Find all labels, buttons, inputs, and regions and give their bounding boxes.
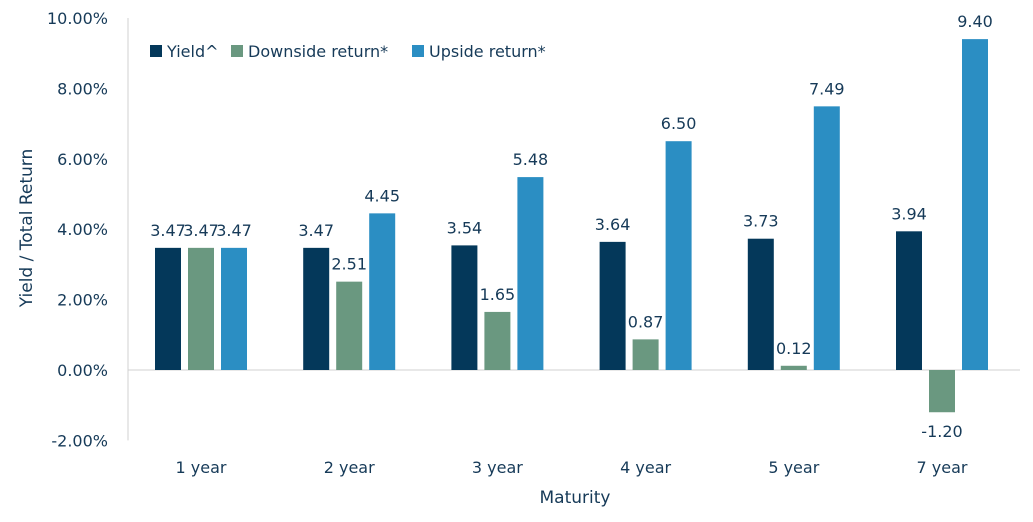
y-tick-label: 6.00%: [57, 150, 108, 169]
data-label: 3.47: [183, 221, 219, 240]
x-axis-title: Maturity: [540, 488, 611, 508]
bar-upsidereturn: [962, 39, 988, 371]
y-tick-label: 0.00%: [57, 361, 108, 380]
bar-downsidereturn: [632, 339, 659, 370]
data-label: 9.40: [957, 12, 993, 31]
bar-upsidereturn: [517, 177, 544, 370]
data-label: 3.47: [298, 221, 334, 240]
axes: -2.00% 0.00% 2.00% 4.00% 6.00% 8.00% 10.00% 1 y…: [47, 9, 1020, 477]
legend-swatch: [231, 45, 243, 57]
data-label: 3.54: [447, 218, 483, 237]
bar-downsidereturn: [929, 370, 955, 413]
bar-yield: [896, 231, 922, 370]
data-label: 3.94: [891, 204, 927, 223]
x-tick-label: 7 year: [917, 458, 968, 477]
data-labels: 3.47 3.47 3.54 3.64 3.73 3.943.472.511.650.87…: [150, 12, 993, 441]
legend-label: Downside return*: [248, 42, 388, 61]
x-tick-label: 1 year: [176, 458, 227, 477]
bar-yield: [599, 241, 626, 370]
bar-yield: [451, 245, 478, 370]
bar-yield: [303, 247, 330, 370]
legend-label: Yield^: [166, 42, 219, 61]
bar-yield: [747, 238, 774, 370]
data-label: 6.50: [661, 114, 697, 133]
x-tick-label: 3 year: [472, 458, 523, 477]
bar-upsidereturn: [813, 106, 840, 371]
bar-downsidereturn: [336, 281, 363, 370]
data-label: 1.65: [480, 285, 516, 304]
x-tick-label: 4 year: [620, 458, 671, 477]
bars: [155, 39, 988, 413]
x-tick-label: 2 year: [324, 458, 375, 477]
y-tick-label: 10.00%: [47, 9, 108, 28]
data-label: 4.45: [364, 186, 400, 205]
legend-swatch: [412, 45, 424, 57]
y-tick-label: -2.00%: [51, 431, 108, 450]
bar-upsidereturn: [221, 247, 247, 370]
x-tick-label: 5 year: [768, 458, 819, 477]
legend-swatch: [150, 45, 162, 57]
y-tick-label: 2.00%: [57, 291, 108, 310]
data-label: 2.51: [331, 255, 367, 274]
data-label: 3.47: [216, 221, 252, 240]
legend-label: Upside return*: [429, 42, 546, 61]
y-tick-label: 4.00%: [57, 220, 108, 239]
data-label: -1.20: [921, 422, 962, 441]
bar-downsidereturn: [484, 311, 511, 370]
data-label: 3.47: [150, 221, 186, 240]
bar-yield: [155, 247, 181, 370]
y-axis-title: Yield / Total Return: [17, 149, 37, 309]
y-tick-label: 8.00%: [57, 79, 108, 98]
bar-downsidereturn: [188, 247, 214, 370]
data-label: 5.48: [513, 150, 549, 169]
legend: Yield^ Downside return* Upside return*: [150, 42, 546, 61]
data-label: 0.12: [776, 339, 812, 358]
data-label: 3.64: [595, 215, 631, 234]
data-label: 0.87: [628, 312, 664, 331]
data-label: 7.49: [809, 79, 845, 98]
bar-downsidereturn: [780, 365, 807, 370]
bar-upsidereturn: [665, 141, 692, 370]
bar-upsidereturn: [369, 213, 396, 370]
data-label: 3.73: [743, 212, 779, 231]
